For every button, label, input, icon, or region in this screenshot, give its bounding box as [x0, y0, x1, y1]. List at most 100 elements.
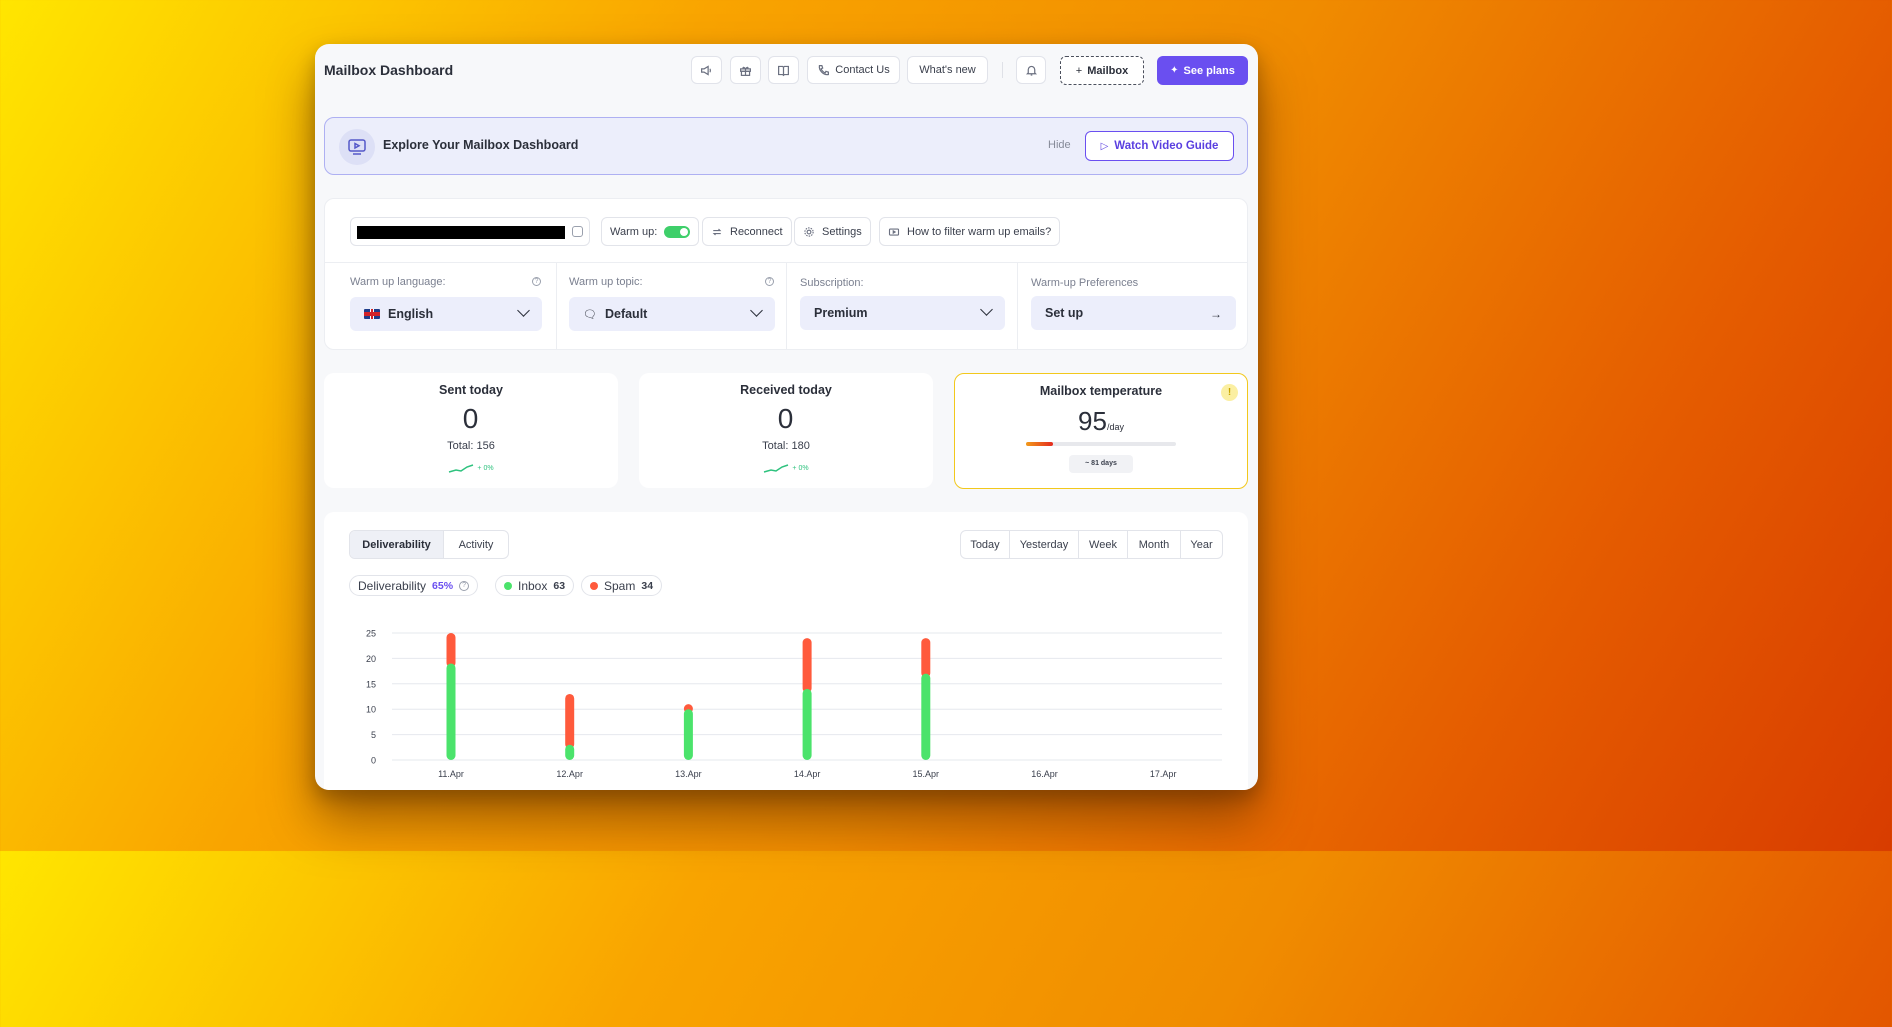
- dashboard-window: Mailbox Dashboard Contact Us What's new …: [315, 44, 1258, 790]
- add-mailbox-label: Mailbox: [1087, 64, 1129, 77]
- received-trend-value: + 0%: [792, 464, 809, 472]
- spam-legend-dot: [590, 581, 598, 590]
- chat-icon: 🗨: [583, 308, 597, 321]
- filter-video-icon: [888, 227, 900, 236]
- docs-button[interactable]: [768, 56, 799, 84]
- deliverability-chart-card: Deliverability Activity Today Yesterday …: [324, 512, 1248, 790]
- preferences-label: Warm-up Preferences: [1031, 277, 1139, 289]
- subscription-select[interactable]: Premium: [800, 296, 1005, 330]
- spam-value: 34: [641, 579, 654, 592]
- topic-help-icon[interactable]: ?: [765, 277, 774, 286]
- temperature-progress-bar: [1026, 442, 1176, 446]
- copy-icon[interactable]: [572, 226, 583, 237]
- inbox-bar: [446, 663, 456, 760]
- filter-warmup-help-button[interactable]: How to filter warm up emails?: [879, 217, 1061, 246]
- language-select[interactable]: English: [350, 297, 542, 331]
- tab-activity[interactable]: Activity: [458, 538, 494, 551]
- contact-us-label: Contact Us: [835, 64, 890, 76]
- sent-today-value: 0: [462, 403, 480, 434]
- chart-view-tabs: Deliverability Activity: [349, 530, 509, 559]
- inbox-bar: [802, 688, 812, 760]
- settings-button[interactable]: Settings: [794, 217, 871, 246]
- trend-line-icon: [449, 464, 474, 473]
- warmup-toggle[interactable]: [664, 225, 691, 238]
- deliverability-help-icon[interactable]: ?: [459, 580, 470, 591]
- filter-warmup-label: How to filter warm up emails?: [907, 225, 1052, 238]
- deliverability-bar-chart: 0 5 10 15 20 25 11.Apr 12.Apr 13.Apr 14.Apr 15.Apr…: [366, 629, 1222, 779]
- preferences-value: Set up: [1045, 306, 1084, 320]
- settings-divider: [325, 262, 1247, 263]
- phone-icon: [819, 64, 830, 75]
- play-icon: ▷: [1100, 140, 1109, 152]
- temperature-progress-fill: [1026, 442, 1053, 446]
- subscription-label: Subscription:: [800, 277, 864, 289]
- redacted-email: [357, 226, 565, 239]
- language-value: English: [388, 307, 434, 321]
- megaphone-icon: [701, 64, 711, 76]
- received-today-title: Received today: [740, 383, 832, 397]
- watch-video-guide-button[interactable]: ▷ Watch Video Guide: [1085, 131, 1234, 161]
- page-title: Mailbox Dashboard: [324, 62, 454, 78]
- x-tick-label: 17.Apr: [1150, 769, 1177, 779]
- announcement-button[interactable]: [691, 56, 722, 84]
- settings-label: Settings: [822, 225, 862, 238]
- reconnect-button[interactable]: Reconnect: [702, 217, 792, 246]
- temperature-value-row: 95/day: [955, 406, 1247, 437]
- y-tick-label: 15: [366, 679, 376, 689]
- x-tick-label: 13.Apr: [675, 769, 702, 779]
- spam-bar: [802, 638, 812, 693]
- range-year[interactable]: Year: [1190, 538, 1213, 551]
- deliverability-metric: Deliverability 65% ?: [349, 575, 479, 596]
- book-icon: [778, 65, 789, 76]
- x-tick-label: 12.Apr: [556, 769, 583, 779]
- received-today-value: 0: [777, 403, 795, 434]
- trend-line-icon: [764, 464, 789, 473]
- tab-deliverability[interactable]: Deliverability: [350, 531, 444, 558]
- warning-icon[interactable]: !: [1221, 384, 1238, 401]
- deliverability-label: Deliverability: [358, 578, 427, 593]
- inbox-bar: [921, 673, 931, 760]
- range-today[interactable]: Today: [961, 531, 1010, 558]
- language-label: Warm up language:: [350, 276, 446, 288]
- bell-icon: [1025, 65, 1037, 76]
- mailbox-temperature-card: Mailbox temperature ! 95/day ~ 81 days: [954, 373, 1248, 489]
- x-tick-label: 16.Apr: [1031, 769, 1058, 779]
- x-tick-label: 15.Apr: [913, 769, 940, 779]
- inbox-metric: Inbox 63: [495, 575, 575, 596]
- add-mailbox-button[interactable]: + Mailbox: [1060, 56, 1144, 85]
- inbox-value: 63: [553, 579, 566, 592]
- gift-button[interactable]: [730, 56, 761, 84]
- spam-bar: [446, 633, 456, 668]
- range-week[interactable]: Week: [1079, 531, 1128, 558]
- inbox-label: Inbox: [518, 578, 548, 593]
- preferences-setup-button[interactable]: Set up →: [1031, 296, 1236, 330]
- temperature-days-badge: ~ 81 days: [1069, 455, 1133, 473]
- mailbox-email-field[interactable]: [350, 217, 590, 246]
- chevron-down-icon: [980, 303, 993, 316]
- topic-setting: Warm up topic: ? 🗨 Default: [556, 263, 786, 349]
- spam-label: Spam: [604, 578, 636, 593]
- see-plans-button[interactable]: ✦ See plans: [1157, 56, 1248, 85]
- header-divider: [1002, 62, 1003, 78]
- received-trend: + 0%: [639, 463, 933, 473]
- topic-label: Warm up topic:: [569, 276, 643, 288]
- deliverability-value: 65%: [432, 579, 454, 592]
- y-tick-label: 25: [366, 629, 376, 639]
- contact-us-button[interactable]: Contact Us: [807, 56, 900, 84]
- watch-video-guide-label: Watch Video Guide: [1114, 140, 1219, 152]
- topic-select[interactable]: 🗨 Default: [569, 297, 775, 331]
- range-month[interactable]: Month: [1128, 531, 1181, 558]
- temperature-title: Mailbox temperature: [1039, 384, 1163, 398]
- whats-new-button[interactable]: What's new: [907, 56, 988, 84]
- y-tick-label: 0: [371, 756, 376, 766]
- temperature-unit: /day: [1106, 422, 1124, 432]
- hide-banner-link[interactable]: Hide: [1048, 139, 1071, 151]
- range-yesterday[interactable]: Yesterday: [1010, 531, 1079, 558]
- temperature-value: 95: [1078, 406, 1107, 436]
- banner-title: Explore Your Mailbox Dashboard: [383, 138, 579, 152]
- warmup-toggle-control[interactable]: Warm up:: [601, 217, 700, 246]
- language-help-icon[interactable]: ?: [532, 277, 541, 286]
- notifications-button[interactable]: [1016, 56, 1046, 84]
- sparkle-icon: ✦: [1170, 65, 1179, 76]
- explore-banner: Explore Your Mailbox Dashboard Hide ▷ Wa…: [324, 117, 1248, 175]
